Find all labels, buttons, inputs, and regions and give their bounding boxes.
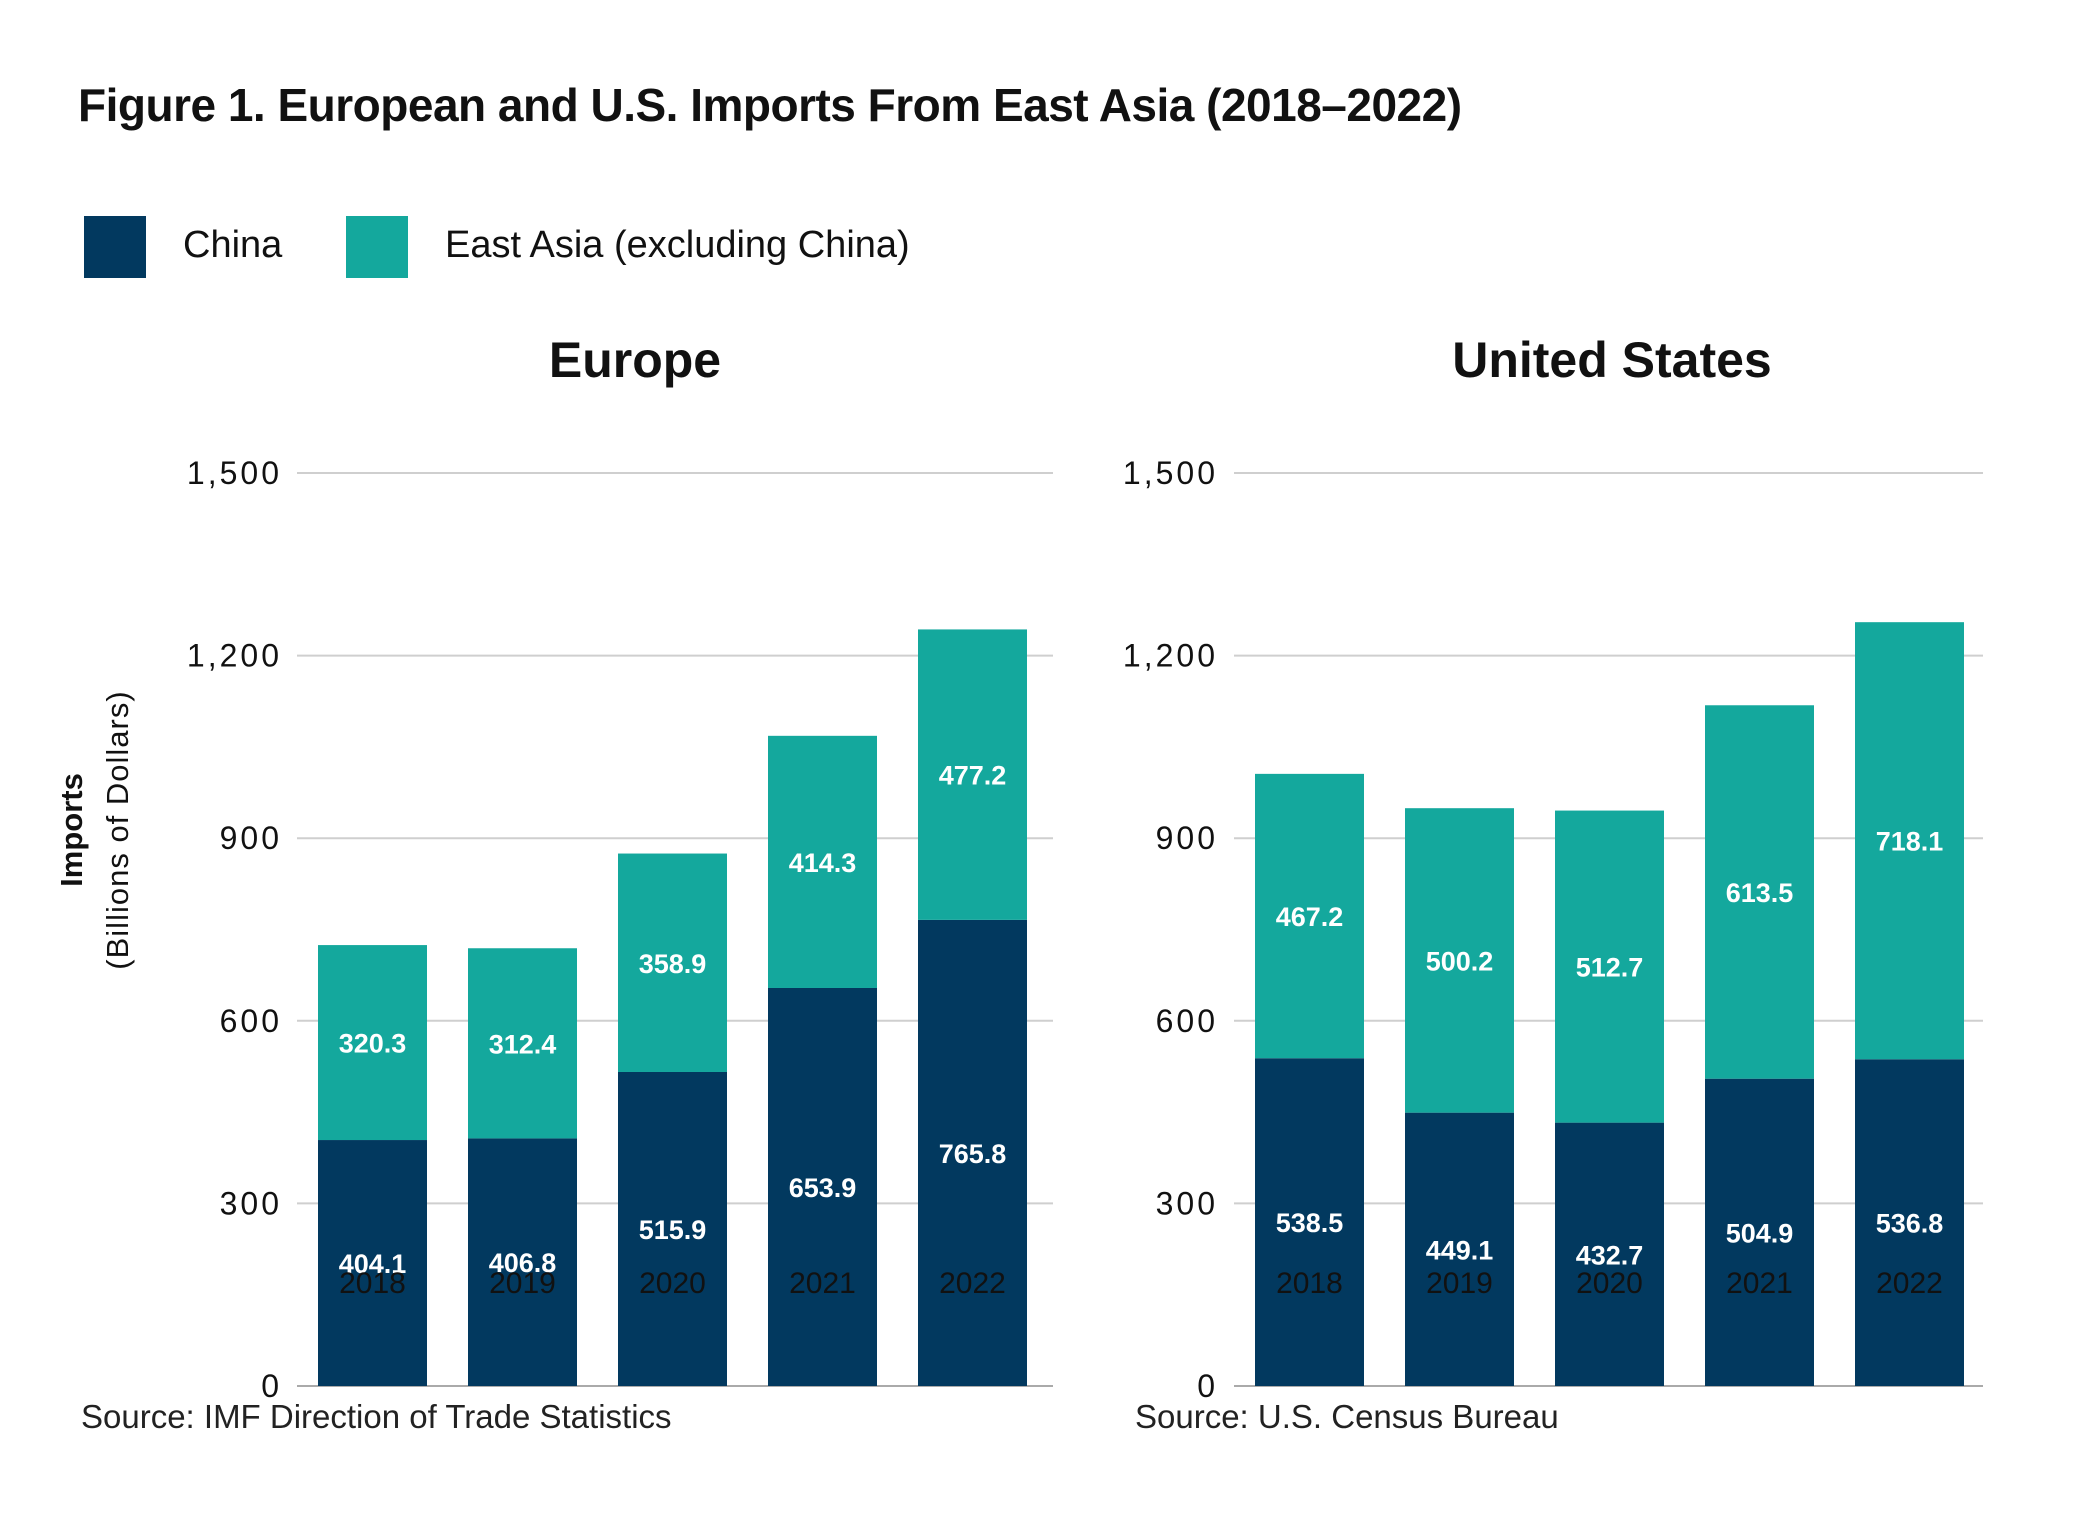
data-label: 358.9: [639, 949, 707, 979]
x-tick-label: 2018: [1276, 1267, 1343, 1300]
bar-east-asia-2020: [618, 853, 727, 1072]
y-tick-label: 1,200: [1123, 638, 1218, 674]
panel-title-us: United States: [1452, 332, 1772, 388]
legend-swatch-east-asia: [346, 216, 408, 278]
legend-label-east-asia: East Asia (excluding China): [445, 224, 910, 266]
data-label: 718.1: [1876, 827, 1944, 857]
y-tick-label: 900: [220, 820, 282, 856]
data-label: 512.7: [1576, 953, 1644, 983]
bar-china-2022: [1855, 1059, 1964, 1386]
y-tick-label: 900: [1156, 820, 1218, 856]
data-label: 467.2: [1276, 902, 1344, 932]
legend-swatch-china: [84, 216, 146, 278]
y-tick-label: 300: [1156, 1185, 1218, 1221]
bar-china-2020: [1555, 1122, 1664, 1386]
data-label: 312.4: [489, 1029, 557, 1059]
bar-east-asia-2018: [318, 945, 427, 1141]
data-label: 500.2: [1426, 946, 1494, 976]
source-europe: Source: IMF Direction of Trade Statistic…: [81, 1398, 672, 1435]
y-tick-label: 0: [261, 1368, 282, 1404]
data-label: 765.8: [939, 1139, 1007, 1169]
y-tick-label: 0: [1197, 1368, 1218, 1404]
data-label: 536.8: [1876, 1209, 1944, 1239]
bar-east-asia-2019: [1405, 808, 1514, 1113]
bar-china-2021: [768, 987, 877, 1386]
bar-east-asia-2021: [1705, 705, 1814, 1079]
bar-china-2019: [468, 1138, 577, 1386]
data-label: 653.9: [789, 1173, 857, 1203]
x-tick-label: 2019: [489, 1267, 556, 1300]
bar-china-2021: [1705, 1078, 1814, 1386]
y-tick-label: 1,200: [187, 638, 282, 674]
data-label: 613.5: [1726, 878, 1794, 908]
bar-china-2018: [318, 1140, 427, 1386]
y-tick-label: 1,500: [187, 455, 282, 491]
panel-title-europe: Europe: [549, 332, 721, 388]
source-us: Source: U.S. Census Bureau: [1135, 1398, 1559, 1435]
y-tick-label: 1,500: [1123, 455, 1218, 491]
bar-east-asia-2022: [918, 629, 1027, 920]
data-label: 538.5: [1276, 1208, 1344, 1238]
data-label: 414.3: [789, 848, 857, 878]
data-label: 432.7: [1576, 1240, 1644, 1270]
data-label: 477.2: [939, 761, 1007, 791]
x-tick-label: 2021: [1726, 1267, 1793, 1300]
data-label: 515.9: [639, 1215, 707, 1245]
bar-east-asia-2018: [1255, 773, 1364, 1059]
bar-china-2019: [1405, 1112, 1514, 1386]
bar-east-asia-2022: [1855, 622, 1964, 1060]
bar-east-asia-2019: [468, 948, 577, 1139]
y-axis-sublabel: (Billions of Dollars): [100, 690, 135, 969]
legend-label-china: China: [183, 224, 283, 266]
data-label: 449.1: [1426, 1235, 1494, 1265]
x-tick-label: 2022: [939, 1267, 1006, 1300]
x-tick-label: 2020: [1576, 1267, 1643, 1300]
y-axis-label: Imports: [54, 773, 89, 887]
data-label: 406.8: [489, 1248, 557, 1278]
bar-china-2020: [618, 1071, 727, 1386]
bar-east-asia-2020: [1555, 810, 1664, 1123]
figure-title: Figure 1. European and U.S. Imports From…: [78, 79, 1462, 131]
x-tick-label: 2019: [1426, 1267, 1493, 1300]
y-tick-label: 600: [220, 1003, 282, 1039]
y-tick-label: 300: [220, 1185, 282, 1221]
data-label: 320.3: [339, 1029, 407, 1059]
bar-china-2018: [1255, 1058, 1364, 1386]
x-tick-label: 2018: [339, 1267, 406, 1300]
y-tick-label: 600: [1156, 1003, 1218, 1039]
data-label: 504.9: [1726, 1218, 1794, 1248]
x-tick-label: 2022: [1876, 1267, 1943, 1300]
x-tick-label: 2020: [639, 1267, 706, 1300]
bar-china-2022: [918, 919, 1027, 1386]
data-label: 404.1: [339, 1249, 407, 1279]
x-tick-label: 2021: [789, 1267, 856, 1300]
bar-east-asia-2021: [768, 735, 877, 988]
